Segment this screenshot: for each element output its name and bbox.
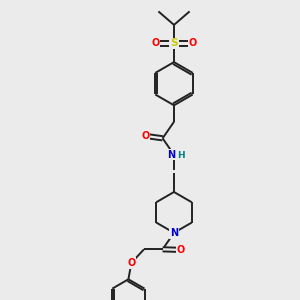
Text: O: O	[188, 38, 197, 49]
Text: O: O	[127, 258, 136, 268]
Text: S: S	[170, 38, 178, 49]
Text: O: O	[151, 38, 160, 49]
Text: H: H	[177, 151, 184, 160]
Text: N: N	[167, 150, 176, 160]
Text: O: O	[176, 245, 185, 255]
Text: O: O	[141, 131, 149, 141]
Text: N: N	[170, 228, 178, 238]
